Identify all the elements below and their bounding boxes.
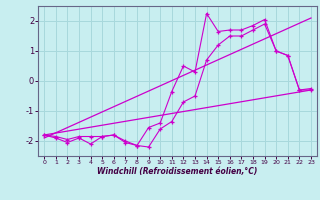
X-axis label: Windchill (Refroidissement éolien,°C): Windchill (Refroidissement éolien,°C) [97,167,258,176]
